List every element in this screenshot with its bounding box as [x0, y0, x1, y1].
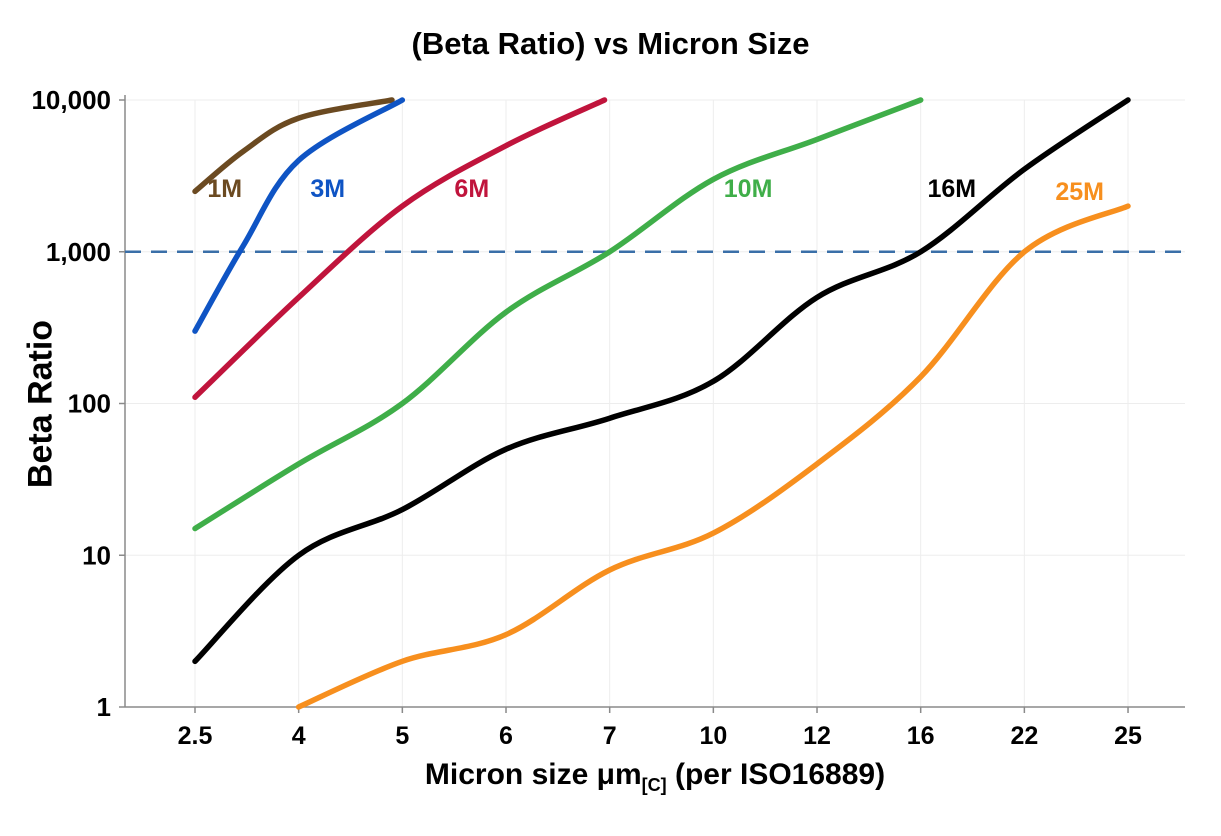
x-tick-label: 7: [603, 722, 617, 750]
series-label-16M: 16M: [927, 175, 976, 203]
x-tick-label: 2.5: [178, 722, 213, 750]
x-tick-label: 10: [699, 722, 727, 750]
x-axis-title: Micron size μm[C] (per ISO16889): [125, 758, 1185, 796]
x-tick-label: 5: [395, 722, 409, 750]
x-tick-label: 16: [907, 722, 935, 750]
series-label-1M: 1M: [207, 175, 242, 203]
x-axis-title-main: Micron size μm: [424, 758, 642, 791]
x-tick-label: 25: [1114, 722, 1142, 750]
chart-title: (Beta Ratio) vs Micron Size: [411, 26, 810, 61]
series-line-25M: [295, 203, 1131, 710]
y-tick-label: 1,000: [46, 237, 111, 267]
series-label-25M: 25M: [1055, 178, 1104, 206]
x-tick-label: 4: [292, 722, 306, 750]
x-axis-title-suffix: (per ISO16889): [666, 758, 886, 791]
series-label-6M: 6M: [454, 175, 489, 203]
y-tick-label: 100: [68, 389, 111, 419]
series-line-3M: [192, 97, 406, 334]
x-tick-label: 22: [1010, 722, 1038, 750]
series-label-3M: 3M: [310, 175, 345, 203]
series-line-6M: [192, 97, 608, 400]
series-line-10M: [192, 97, 924, 532]
x-tick-label: 6: [499, 722, 513, 750]
y-tick-label: 10,000: [31, 85, 111, 115]
x-axis-title-subscript: [C]: [641, 775, 667, 795]
series-line-1M: [192, 97, 395, 195]
y-tick-label: 10: [82, 540, 111, 570]
series-label-10M: 10M: [724, 175, 773, 203]
series-line-16M: [192, 97, 1131, 665]
x-tick-label: 12: [803, 722, 831, 750]
y-tick-label: 1: [97, 692, 111, 722]
